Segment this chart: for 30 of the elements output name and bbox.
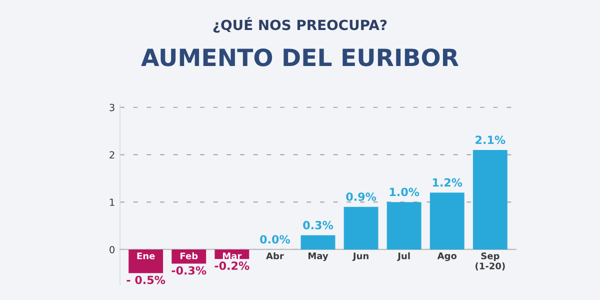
x-tick-label: May — [308, 252, 328, 262]
data-label: 1.0% — [390, 188, 420, 196]
x-tick-label: Mar — [222, 252, 242, 260]
chart-title: AUMENTO DEL EURIBOR — [141, 48, 459, 66]
bar — [386, 202, 422, 250]
x-tick-label: Sep (1-20) — [476, 252, 505, 270]
y-tick-label: 0 — [110, 246, 114, 254]
data-label: 2.1% — [476, 136, 506, 144]
bar — [472, 150, 508, 250]
y-tick-label: 3 — [110, 104, 114, 112]
bar — [300, 235, 336, 250]
chart-subtitle: ¿QUÉ NOS PREOCUPA? — [213, 17, 387, 33]
data-label: -0.2% — [214, 262, 250, 270]
data-label: - 0.5% — [126, 276, 166, 284]
data-label: 0.0% — [260, 235, 290, 244]
bar — [430, 192, 464, 250]
x-tick-label: Ene — [137, 252, 155, 260]
data-label: 0.9% — [346, 192, 376, 201]
data-label: 0.3% — [303, 220, 334, 230]
x-tick-label: Jun — [352, 252, 368, 261]
x-tick-label: Feb — [180, 252, 198, 260]
bar — [344, 206, 378, 250]
x-tick-label: Abr — [266, 252, 284, 260]
y-tick-label: 2 — [110, 151, 114, 158]
bar — [128, 249, 164, 274]
x-tick-label: Ago — [437, 252, 457, 262]
y-tick-label: 1 — [110, 198, 114, 206]
data-label: 1.2% — [432, 178, 462, 187]
data-label: -0.3% — [172, 266, 206, 275]
x-tick-label: Jul — [397, 252, 410, 261]
